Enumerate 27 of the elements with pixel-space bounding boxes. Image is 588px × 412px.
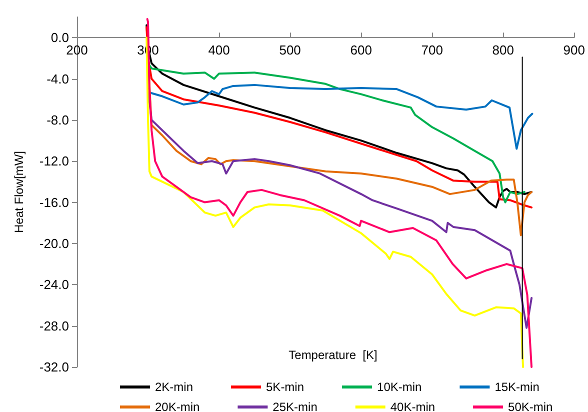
x-tick-label: 700 [421,42,443,58]
legend-label: 50K-min [508,400,553,412]
legend-label: 10K-min [377,380,422,394]
legend-label: 20K-min [155,400,200,412]
legend-label: 5K-min [266,380,304,394]
y-tick-label: -8.0 [46,112,69,128]
y-tick-label: -4.0 [46,71,69,86]
y-tick-label: -32.0 [39,360,69,374]
y-tick-label: -20.0 [39,236,69,251]
y-axis-title: Heat Flow[mW] [12,150,26,234]
y-tick-label: -24.0 [39,277,69,292]
x-tick-label: 600 [350,42,372,58]
y-tick-label: -28.0 [39,318,69,334]
x-axis-title: Temperature [K] [288,348,378,362]
legend-label: 25K-min [272,400,318,412]
x-tick-label: 900 [563,42,586,58]
y-tick-label: 0.0 [50,30,69,46]
x-tick-label: 800 [492,42,514,58]
legend-label: 40K-min [390,400,436,412]
x-tick-label: 500 [279,42,301,58]
y-tick-label: -16.0 [39,194,69,210]
x-tick-label: 400 [208,42,230,58]
legend-label: 2K-min [155,380,194,394]
x-tick-label: 200 [66,42,88,58]
y-tick-label: -12.0 [39,154,69,169]
line-series [147,62,526,204]
legend-label: 15K-min [494,380,540,394]
